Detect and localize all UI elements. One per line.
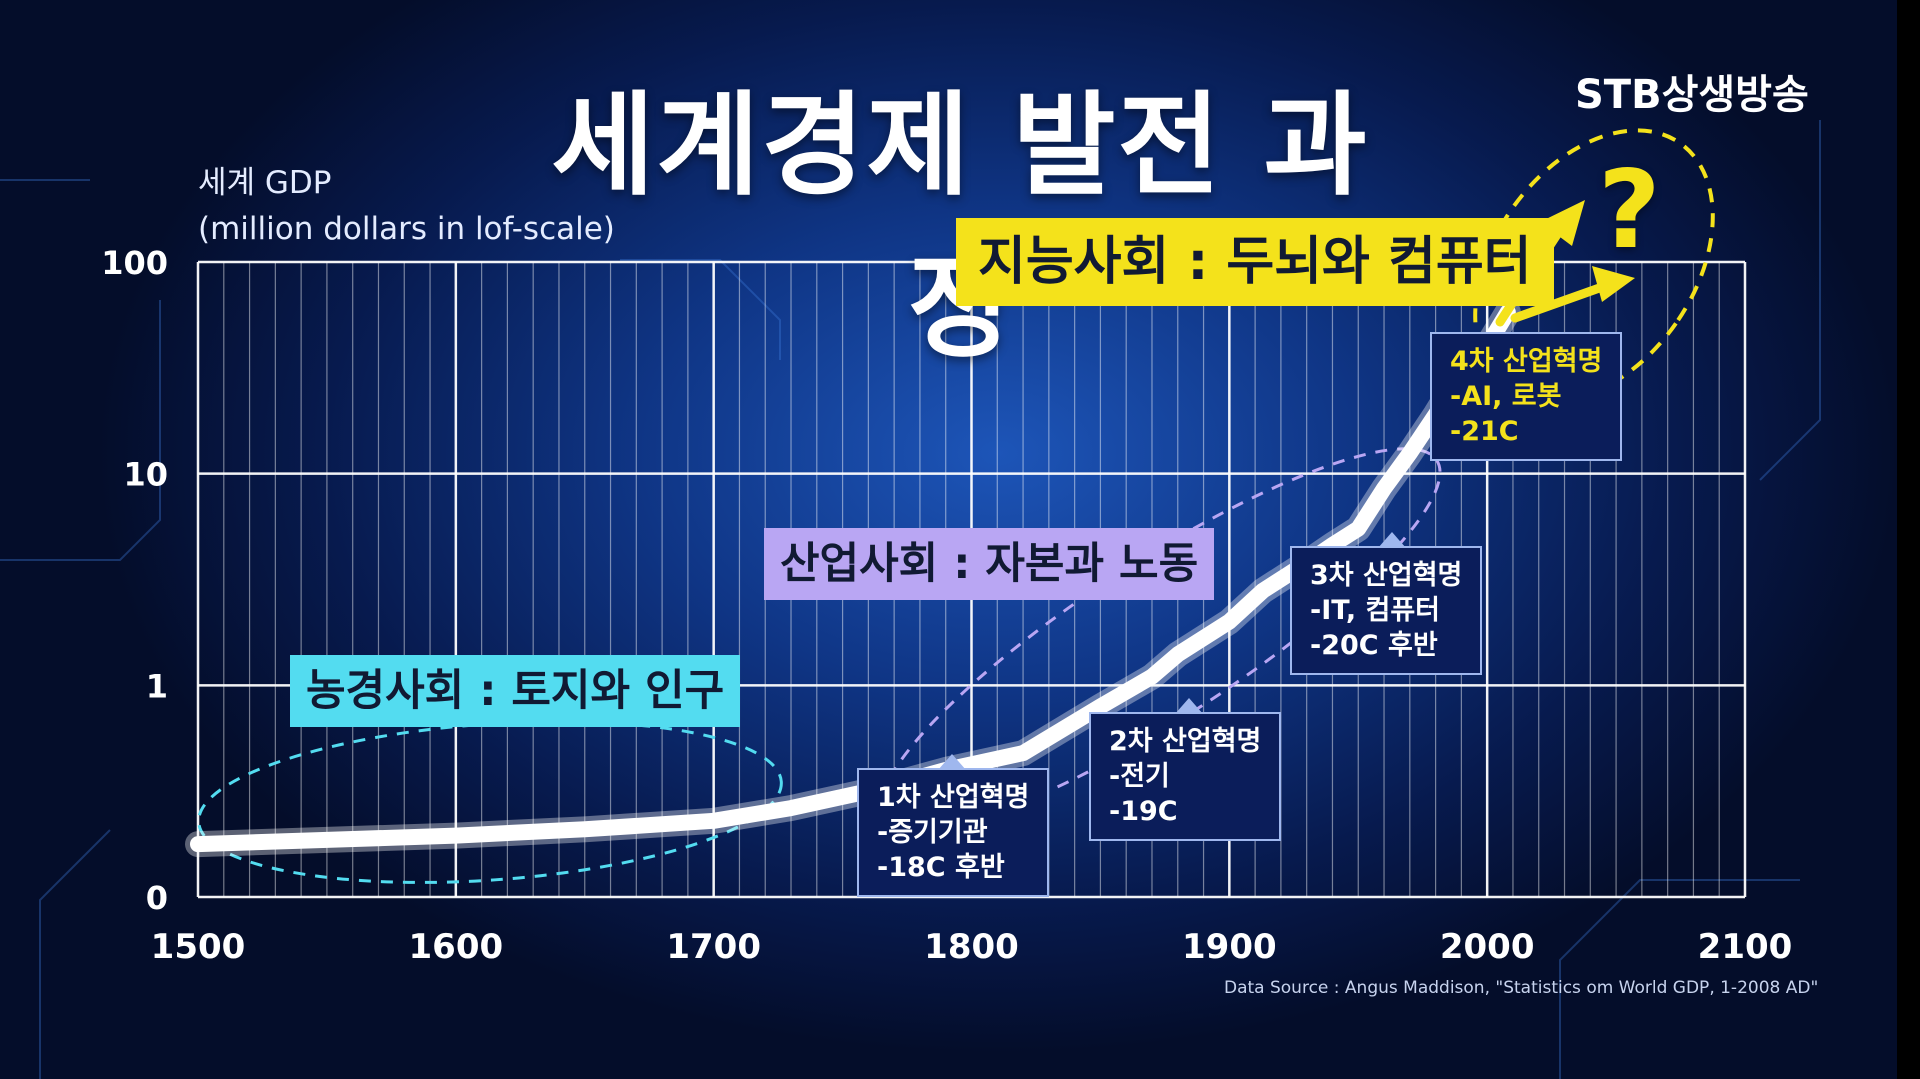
era-ellipse-agricultural: [197, 720, 783, 884]
era-label-industrial: 산업사회 : 자본과 노동: [764, 528, 1215, 600]
revolution-detail: -IT, 컴퓨터: [1310, 595, 1440, 626]
x-tick-label: 2000: [1440, 927, 1535, 967]
callout-pointer: [1378, 532, 1406, 548]
circuit-line: [1759, 120, 1821, 481]
era-ellipse-intelligence: [1473, 128, 1715, 404]
revolution-box-1: 1차 산업혁명 -증기기관 -18C 후반: [857, 768, 1050, 897]
arrow-head: [1592, 266, 1635, 302]
data-source-note: Data Source : Angus Maddison, "Statistic…: [1224, 978, 1819, 998]
arrow-head: [1540, 200, 1585, 246]
x-tick-label: 1500: [151, 927, 246, 967]
revolution-detail: -증기기관: [877, 817, 988, 848]
circuit-line: [620, 259, 781, 360]
revolution-period: -19C: [1109, 796, 1178, 827]
revolution-detail: -전기: [1109, 761, 1170, 792]
x-tick-label: 1900: [1182, 927, 1277, 967]
circuit-line: [0, 300, 161, 561]
x-tick-label: 2100: [1698, 927, 1793, 967]
revolution-title: 4차 산업혁명: [1450, 346, 1603, 377]
revolution-title: 2차 산업혁명: [1109, 726, 1262, 757]
era-label-agricultural: 농경사회 : 토지와 인구: [290, 655, 741, 727]
revolution-box-2: 2차 산업혁명 -전기 -19C: [1089, 712, 1282, 841]
era-label-intelligence: 지능사회 : 두뇌와 컴퓨터: [956, 218, 1554, 306]
y-tick-label: 1: [146, 667, 168, 705]
gdp-line: [190, 304, 1516, 853]
question-mark: ?: [1598, 148, 1661, 273]
revolution-period: -21C: [1450, 416, 1519, 447]
y-tick-label: 100: [101, 244, 168, 282]
callout-pointer: [938, 754, 966, 770]
revolution-title: 1차 산업혁명: [877, 782, 1030, 813]
callout-pointer: [1175, 698, 1203, 714]
circuit-line: [39, 829, 111, 1079]
revolution-period: -18C 후반: [877, 852, 1005, 883]
circuit-line: [1559, 879, 1800, 1079]
arrow-shaft: [1510, 281, 1610, 323]
y-axis-label-line1: 세계 GDP: [198, 165, 332, 201]
revolution-box-3: 3차 산업혁명 -IT, 컴퓨터 -20C 후반: [1290, 546, 1483, 675]
y-tick-label: 10: [123, 456, 168, 494]
revolution-box-4: 4차 산업혁명 -AI, 로봇 -21C: [1430, 332, 1623, 461]
x-tick-label: 1600: [409, 927, 504, 967]
x-tick-label: 1700: [666, 927, 761, 967]
broadcaster-logo: STB상생방송: [1575, 72, 1809, 118]
revolution-title: 3차 산업혁명: [1310, 560, 1463, 591]
y-axis-label-line2: (million dollars in lof-scale): [198, 211, 615, 247]
revolution-period: -20C 후반: [1310, 630, 1438, 661]
revolution-detail: -AI, 로봇: [1450, 381, 1562, 412]
page-title: 세계경제 발전 과정: [551, 81, 1369, 373]
y-axis-label: 세계 GDP (million dollars in lof-scale): [198, 160, 615, 252]
y-tick-label: 0: [146, 879, 168, 917]
x-tick-label: 1800: [924, 927, 1019, 967]
